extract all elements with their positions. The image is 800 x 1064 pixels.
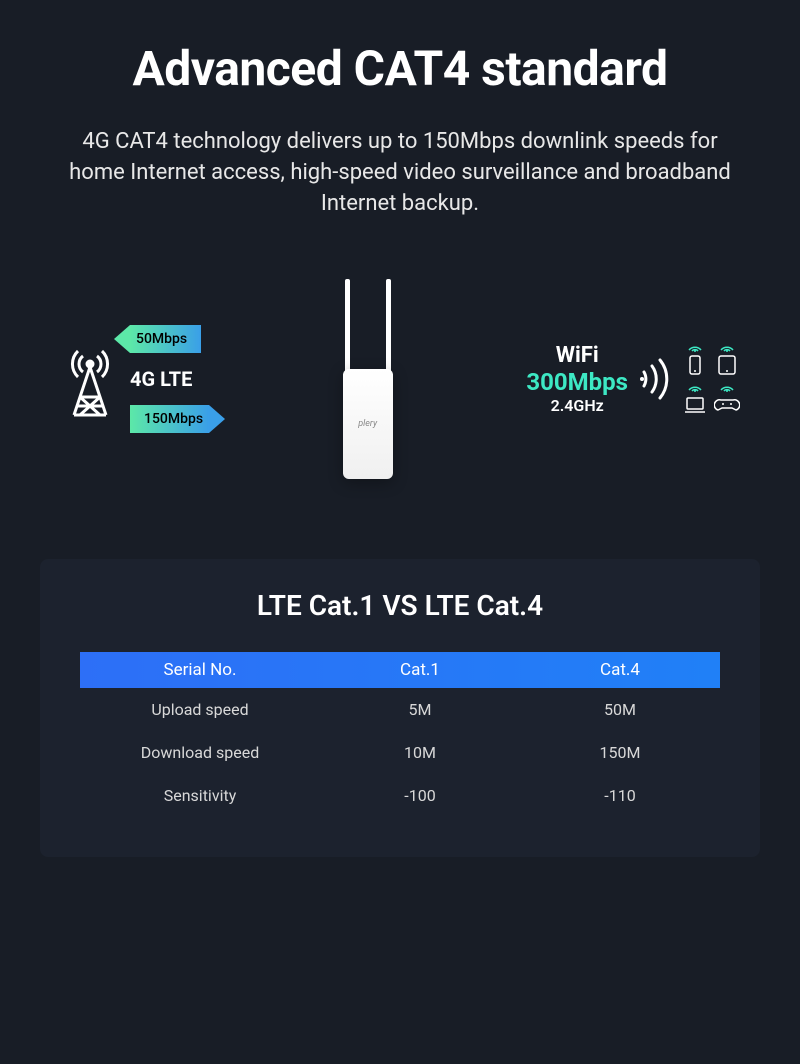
header-col-cat4: Cat.4 — [520, 660, 720, 680]
table-row: Sensitivity -100 -110 — [80, 774, 720, 817]
router-device: plery — [333, 279, 403, 479]
cell-tower-icon — [60, 339, 120, 419]
page-title: Advanced CAT4 standard — [50, 40, 750, 97]
header-col-cat1: Cat.1 — [320, 660, 520, 680]
lte-label: 4G LTE — [130, 367, 192, 391]
router-body: plery — [343, 369, 393, 479]
upload-speed-label: 50Mbps — [136, 331, 187, 347]
page-subtitle: 4G CAT4 technology delivers up to 150Mbp… — [50, 127, 750, 219]
wifi-speed-label: 300Mbps — [526, 368, 628, 396]
table-row: Upload speed 5M 50M — [80, 688, 720, 731]
wifi-freq-label: 2.4GHz — [526, 396, 628, 415]
lte-speeds: 50Mbps 4G LTE 150Mbps — [130, 325, 209, 433]
client-devices — [682, 342, 740, 416]
wifi-text: WiFi 300Mbps 2.4GHz — [526, 343, 628, 415]
row-cat1-value: 10M — [320, 743, 520, 762]
page-container: Advanced CAT4 standard 4G CAT4 technolog… — [0, 0, 800, 857]
header-col-serial: Serial No. — [80, 660, 320, 680]
table-row: Download speed 10M 150M — [80, 731, 720, 774]
gamepad-device-icon — [714, 382, 740, 416]
comparison-panel: LTE Cat.1 VS LTE Cat.4 Serial No. Cat.1 … — [40, 559, 760, 857]
speed-diagram: 50Mbps 4G LTE 150Mbps plery WiFi 300Mbps… — [50, 279, 750, 479]
wifi-label: WiFi — [526, 343, 628, 368]
wifi-section: WiFi 300Mbps 2.4GHz — [526, 342, 740, 416]
tablet-device-icon — [714, 342, 740, 376]
row-label: Upload speed — [80, 700, 320, 719]
download-speed-label: 150Mbps — [144, 411, 203, 427]
antenna-icon — [386, 279, 391, 379]
upload-arrow: 50Mbps — [130, 325, 201, 353]
laptop-device-icon — [682, 382, 708, 416]
download-arrow: 150Mbps — [130, 405, 209, 433]
row-cat4-value: -110 — [520, 786, 720, 805]
tower-section: 50Mbps 4G LTE 150Mbps — [60, 325, 209, 433]
row-cat4-value: 50M — [520, 700, 720, 719]
row-cat4-value: 150M — [520, 743, 720, 762]
row-cat1-value: 5M — [320, 700, 520, 719]
row-cat1-value: -100 — [320, 786, 520, 805]
table-header: Serial No. Cat.1 Cat.4 — [80, 652, 720, 688]
row-label: Sensitivity — [80, 786, 320, 805]
antenna-icon — [345, 279, 350, 379]
row-label: Download speed — [80, 743, 320, 762]
wifi-signal-icon — [640, 354, 670, 404]
phone-device-icon — [682, 342, 708, 376]
comparison-title: LTE Cat.1 VS LTE Cat.4 — [80, 589, 720, 622]
device-brand-label: plery — [358, 419, 377, 429]
